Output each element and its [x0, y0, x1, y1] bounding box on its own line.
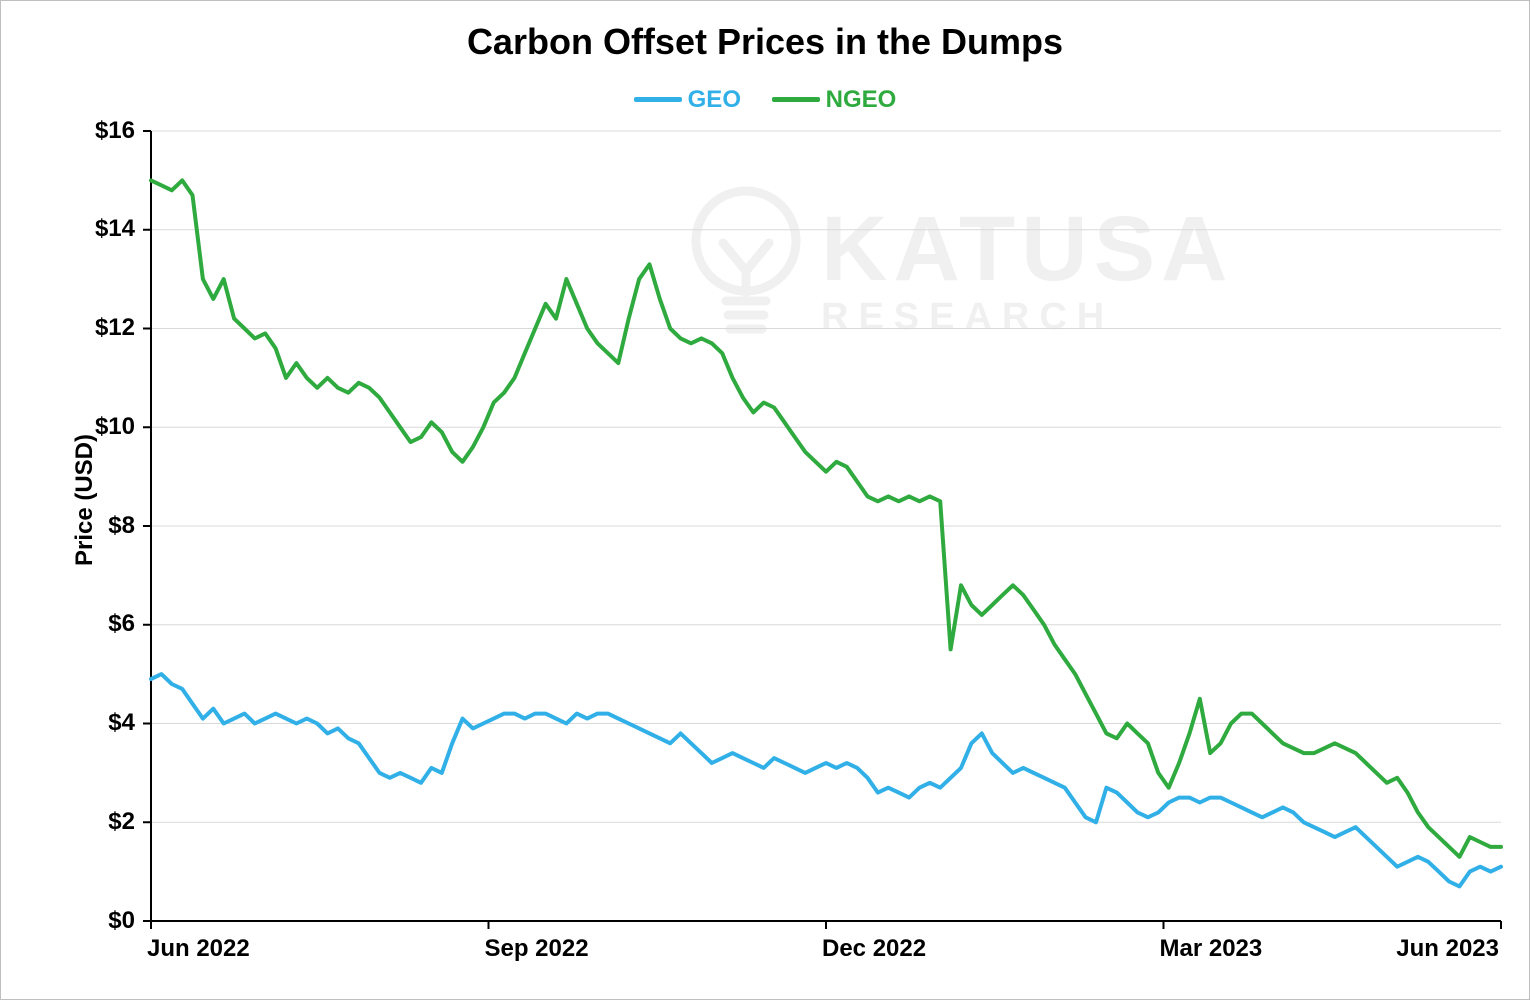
y-tick-label: $10	[95, 413, 135, 441]
plot-area	[1, 1, 1530, 1001]
y-tick-label: $2	[108, 808, 135, 836]
y-tick-label: $16	[95, 117, 135, 145]
x-tick-label: Jun 2023	[1396, 935, 1499, 963]
y-tick-label: $0	[108, 907, 135, 935]
x-tick-label: Mar 2023	[1160, 935, 1263, 963]
x-tick-label: Jun 2022	[147, 935, 250, 963]
x-tick-label: Sep 2022	[485, 935, 589, 963]
y-tick-label: $4	[108, 709, 135, 737]
y-tick-label: $14	[95, 215, 135, 243]
y-tick-label: $6	[108, 610, 135, 638]
y-tick-label: $8	[108, 512, 135, 540]
chart-container: Carbon Offset Prices in the Dumps GEO NG…	[0, 0, 1530, 1000]
x-tick-label: Dec 2022	[822, 935, 926, 963]
y-tick-label: $12	[95, 314, 135, 342]
